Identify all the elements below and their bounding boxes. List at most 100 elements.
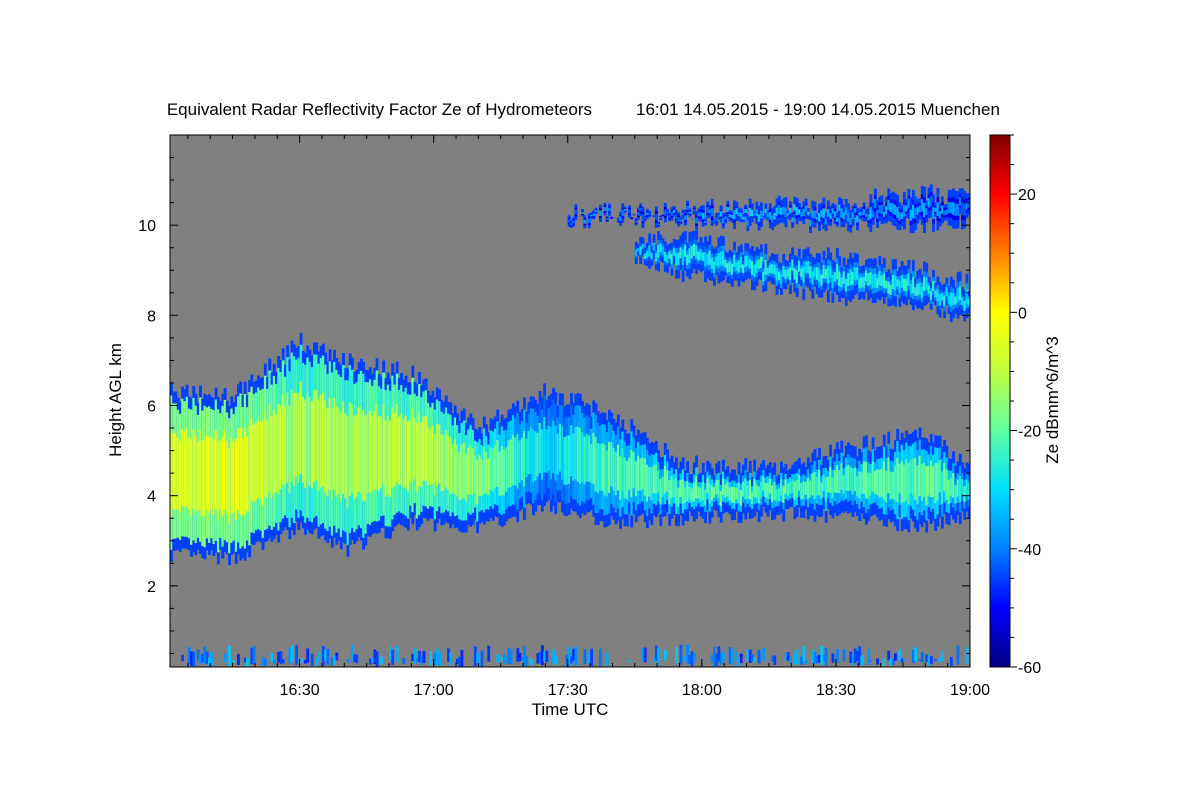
layer-core [920,463,924,501]
x-tick-label: 17:30 [548,682,588,699]
layer-core [395,404,399,483]
clutter-cell [310,653,314,666]
layer-core [683,215,687,221]
layer-core [426,426,430,486]
layer-core [386,415,390,496]
layer-core [319,394,323,488]
layer-core [967,200,970,208]
layer-core [645,464,649,502]
layer-core [639,207,643,212]
layer-core [663,251,667,262]
layer-core [795,206,799,216]
layer-core [735,487,739,500]
layer-core [755,260,759,273]
layer-core [815,267,819,280]
layer-core [634,249,638,257]
layer-core [902,204,906,217]
clutter-cell [719,653,723,665]
layer-core [923,276,926,291]
layer-core [590,214,593,217]
layer-core [547,425,551,471]
layer-core [196,441,200,511]
layer-core [751,491,754,505]
layer-core [283,407,287,485]
clutter-cell [773,655,777,665]
layer-core [234,438,238,520]
layer-core [965,288,969,303]
clutter-cell [940,651,944,662]
layer-core [592,432,596,485]
layer-core [802,481,806,499]
layer-core [672,209,676,214]
layer-core [818,213,821,222]
layer-core [949,292,953,307]
layer-core [500,446,504,496]
layer-core [804,481,808,495]
layer-core [592,213,596,217]
clutter-cell [657,647,660,666]
layer-core [670,211,674,216]
layer-core [780,479,783,496]
clutter-cell [898,649,902,662]
layer-core [766,267,770,275]
clutter-cell [748,649,752,663]
clutter-cell [245,658,249,667]
layer-core [565,435,569,485]
clutter-cell [641,648,645,662]
layer-core [943,295,947,307]
layer-core [902,464,906,503]
clutter-cell [572,648,576,661]
plot-frame [169,134,971,668]
layer-core [371,415,374,493]
layer-core [212,439,216,515]
layer-core [657,223,660,226]
layer-core [949,202,953,214]
clutter-cell [876,658,879,665]
layer-core [482,446,486,494]
clutter-cell [920,651,924,663]
layer-core [178,441,182,513]
layer-core [920,199,924,212]
layer-core [815,476,819,497]
clutter-cell [856,651,859,661]
layer-core [257,418,260,498]
layer-core [925,466,929,506]
layer-core [683,244,687,258]
layer-core [572,220,576,224]
layer-core [652,465,656,494]
clutter-cell [730,649,734,665]
clutter-cell [831,653,835,663]
layer-core [809,266,812,279]
layer-core [724,484,728,498]
layer-core [603,207,607,212]
layer-core [699,211,703,217]
layer-core [820,274,824,286]
layer-core [516,434,520,489]
layer-core [554,425,558,481]
layer-core [650,252,654,259]
layer-core [833,470,837,493]
layer-core [415,423,419,492]
layer-core [199,429,202,511]
clutter-cell [956,645,960,665]
layer-core [954,485,958,504]
layer-core [905,279,909,292]
layer-core [947,202,951,214]
layer-core [916,283,920,296]
layer-core [867,214,871,221]
layer-core [963,300,967,311]
layer-core [726,206,730,213]
layer-core [887,199,891,210]
clutter-cell [853,648,857,664]
layer-core [295,392,298,477]
layer-core [889,202,893,212]
clutter-cell [317,651,321,662]
clutter-cell [882,658,886,667]
layer-core [802,209,806,217]
clutter-cell [715,653,719,666]
clutter-cell [326,648,330,665]
layer-core [831,477,835,499]
clutter-cell [902,659,906,661]
layer-core [509,439,513,488]
layer-core [730,263,734,275]
